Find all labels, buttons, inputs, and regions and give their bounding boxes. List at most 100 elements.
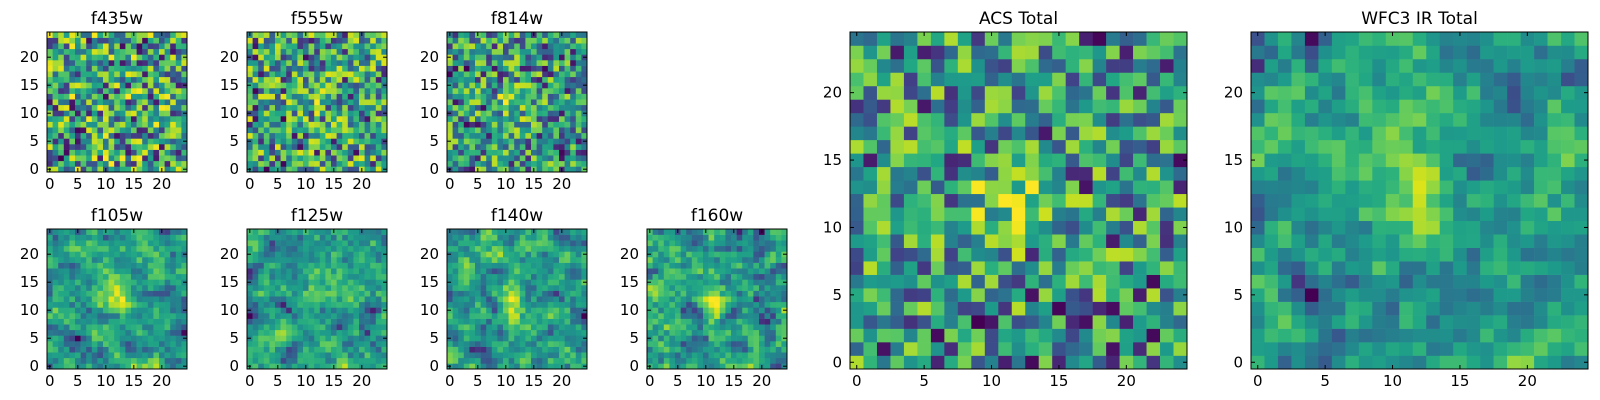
heatmap-cell <box>164 166 171 173</box>
heatmap-cell <box>52 268 59 275</box>
heatmap-cell <box>519 234 526 241</box>
heatmap-cell <box>742 313 749 319</box>
heatmap-cells <box>47 229 188 370</box>
heatmap-cell <box>119 37 126 44</box>
heatmap-cell <box>308 121 315 128</box>
heatmap-cell <box>475 160 481 167</box>
heatmap-cell <box>325 335 332 342</box>
heatmap-cell <box>564 296 571 303</box>
heatmap-cell <box>336 245 343 252</box>
heatmap-cell <box>103 116 109 122</box>
heatmap-cell <box>319 234 326 241</box>
heatmap-cell <box>91 88 98 94</box>
heatmap-cell <box>181 149 188 156</box>
heatmap-cell <box>570 99 577 106</box>
heatmap-cell <box>303 93 309 100</box>
heatmap-cell <box>364 279 371 286</box>
heatmap-cell <box>519 60 526 66</box>
heatmap-cell <box>252 318 259 325</box>
heatmap-cell <box>258 234 265 241</box>
heatmap-cell <box>131 262 137 269</box>
heatmap-cell <box>75 93 81 100</box>
heatmap-cell <box>708 273 715 280</box>
heatmap-cell <box>697 257 704 263</box>
heatmap-cell <box>547 273 554 280</box>
heatmap-cell <box>63 99 70 106</box>
heatmap-cell <box>319 363 326 370</box>
heatmap-cell <box>297 257 304 263</box>
heatmap-cell <box>147 138 154 145</box>
heatmap-cell <box>491 32 498 38</box>
heatmap-cell <box>719 279 726 286</box>
heatmap-cell <box>263 346 270 353</box>
heatmap-cell <box>336 352 343 359</box>
heatmap-cell <box>86 324 93 331</box>
heatmap-cell <box>491 341 498 347</box>
heatmap-cell <box>331 104 337 111</box>
heatmap-cell <box>291 144 298 150</box>
heatmap-cell <box>147 37 154 44</box>
heatmap-cell <box>114 32 121 38</box>
heatmap-cell <box>469 273 476 280</box>
heatmap-cell <box>247 324 253 331</box>
heatmap-cell <box>998 288 1013 302</box>
heatmap-cell <box>519 273 526 280</box>
heatmap-cell <box>1119 220 1134 235</box>
heatmap-cell <box>103 313 109 319</box>
heatmap-cell <box>370 132 377 139</box>
heatmap-cell <box>364 240 371 247</box>
heatmap-cell <box>764 290 771 297</box>
heatmap-cell <box>125 54 132 61</box>
heatmap-cell <box>91 110 98 117</box>
heatmap-cell <box>575 335 582 342</box>
heatmap-cell <box>80 65 87 72</box>
heatmap-cell <box>508 240 515 247</box>
heatmap-cell <box>863 153 878 168</box>
heatmap-cell <box>542 48 549 55</box>
heatmap-cell <box>331 352 337 359</box>
heatmap-cell <box>508 88 515 94</box>
heatmap-cell <box>480 166 487 173</box>
heatmap-cell <box>252 268 259 275</box>
heatmap-cell <box>103 279 109 286</box>
heatmap-cell <box>781 313 788 319</box>
heatmap-cell <box>480 160 487 167</box>
heatmap-cell <box>503 245 509 252</box>
heatmap-cell <box>69 285 76 291</box>
heatmap-cell <box>280 313 287 319</box>
heatmap-cell <box>63 257 70 263</box>
heatmap-cell <box>581 43 588 50</box>
heatmap-cell <box>331 127 337 134</box>
heatmap-cell <box>164 346 171 353</box>
heatmap-cell <box>314 245 321 252</box>
heatmap-cell <box>164 285 171 291</box>
heatmap-cell <box>342 121 349 128</box>
heatmap-cell <box>736 268 743 275</box>
heatmap-cell <box>675 240 681 247</box>
heatmap-cell <box>280 357 287 364</box>
heatmap-cell <box>175 251 182 258</box>
heatmap-cell <box>80 329 87 336</box>
heatmap-cell <box>325 54 332 61</box>
heatmap-cell <box>97 273 104 280</box>
heatmap-cell <box>686 329 693 336</box>
heatmap-cell <box>269 313 276 319</box>
heatmap-cell <box>525 251 532 258</box>
heatmap-cell <box>480 234 487 241</box>
heatmap-cell <box>1133 193 1147 208</box>
heatmap-cell <box>564 251 571 258</box>
heatmap-cell <box>497 88 504 94</box>
heatmap-cell <box>564 93 571 100</box>
heatmap-cell <box>559 138 565 145</box>
heatmap-cell <box>531 43 537 50</box>
heatmap-cell <box>175 352 182 359</box>
heatmap-cell <box>663 363 670 370</box>
heatmap-cell <box>297 313 304 319</box>
heatmap-cell <box>58 352 65 359</box>
heatmap-cell <box>686 324 693 331</box>
heatmap-cell <box>280 144 287 150</box>
heatmap-cell <box>917 261 932 275</box>
heatmap-cell <box>486 285 493 291</box>
heatmap-cell <box>903 355 918 370</box>
heatmap-cell <box>58 71 65 78</box>
